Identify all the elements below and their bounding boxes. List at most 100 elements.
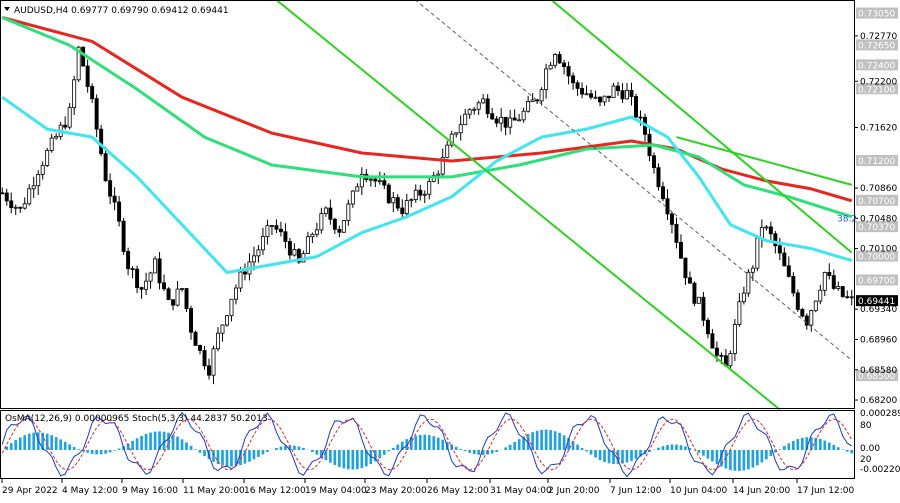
candle-bear — [9, 200, 14, 209]
candle-bull — [553, 54, 558, 66]
candle-bear — [800, 309, 805, 317]
candle-bear — [193, 331, 198, 346]
candle-bear — [130, 268, 135, 271]
time-tick-label: 26 May 12:00 — [427, 486, 489, 496]
level-label: 0.68500 — [858, 372, 895, 382]
time-tick-label: 4 May 12:00 — [62, 486, 118, 496]
candle-bear — [827, 271, 832, 277]
osma-axis-label: 0.00 — [860, 444, 880, 454]
candle-bull — [180, 288, 185, 290]
candle-bull — [409, 199, 414, 202]
candle-bear — [4, 192, 9, 202]
candle-bull — [467, 109, 472, 115]
price-tick-label: 0.69340 — [860, 305, 897, 315]
level-labels: 0.73050 0.72650 0.72400 0.72100 0.71200 0.707… — [856, 7, 898, 382]
moving-average-line — [1, 95, 853, 274]
candle-bull — [813, 300, 818, 312]
candle-bull — [220, 324, 225, 334]
candle-bear — [382, 180, 387, 186]
candle-bull — [54, 135, 59, 139]
time-tick-label: 11 May 20:00 — [183, 486, 245, 496]
level-label-bg — [856, 250, 898, 262]
candle-bear — [687, 277, 692, 284]
time-tick-label: 29 Apr 2022 — [2, 486, 58, 496]
candle-bear — [103, 153, 108, 182]
symbol-dropdown-icon[interactable] — [4, 7, 10, 11]
chart-symbol: AUDUSD,H4 0.69777 0.69790 0.69412 0.6944… — [14, 6, 229, 16]
candle-bull — [341, 220, 346, 233]
candle-bull — [22, 203, 27, 209]
price-tick-label: 0.68960 — [860, 335, 897, 345]
candle-bear — [490, 113, 495, 120]
candle-bull — [593, 96, 598, 99]
candle-bull — [67, 107, 72, 128]
candle-bear — [714, 347, 719, 356]
candle-bull — [750, 267, 755, 273]
time-tick-label: 10 Jun 04:00 — [670, 486, 727, 496]
candle-bear — [638, 116, 643, 119]
candle-bear — [274, 225, 279, 230]
trend-channel-line — [676, 136, 853, 186]
candle-bear — [589, 93, 594, 98]
candle-bull — [526, 101, 531, 112]
main-plot-frame — [0, 0, 855, 409]
candle-bear — [184, 288, 189, 309]
candle-bull — [175, 288, 180, 306]
price-tick-label: 0.72770 — [860, 32, 897, 42]
candle-bear — [418, 189, 423, 196]
candle-bear — [189, 308, 193, 333]
candle-bull — [314, 229, 319, 235]
candle-bull — [27, 188, 32, 205]
candle-bull — [625, 89, 629, 100]
candle-bull — [310, 233, 315, 238]
candle-bull — [413, 189, 418, 200]
osma-axis-label: 20 — [860, 455, 872, 465]
candle-bear — [94, 98, 99, 130]
price-tick-label: 0.70860 — [860, 184, 897, 194]
candle-bear — [786, 265, 791, 277]
level-label-bg — [856, 370, 898, 382]
candle-bear — [669, 213, 674, 225]
candle-bear — [166, 288, 171, 301]
stoch-signal-line — [1, 418, 853, 471]
candle-bull — [728, 353, 733, 367]
candle-bull — [377, 180, 382, 183]
candle-bear — [121, 220, 126, 252]
time-tick-label: 31 May 04:00 — [490, 486, 552, 496]
candle-bull — [449, 133, 454, 146]
candle-bull — [440, 156, 445, 175]
trend-channel-line — [550, 0, 853, 254]
candle-bull — [76, 46, 81, 81]
candle-bear — [674, 223, 679, 243]
candle-bull — [508, 117, 513, 128]
candle-bull — [463, 113, 468, 126]
candle-bull — [72, 79, 77, 109]
candle-bear — [665, 198, 670, 215]
candle-bear — [629, 89, 634, 97]
candle-bear — [535, 99, 540, 102]
candle-bull — [45, 150, 50, 166]
candle-bull — [741, 292, 746, 303]
candle-bull — [404, 200, 409, 215]
candle-bear — [373, 178, 378, 182]
level-label: 0.72400 — [858, 61, 895, 71]
candle-bear — [18, 206, 23, 209]
candle-bull — [40, 165, 45, 175]
candle-bear — [400, 207, 405, 215]
candle-bear — [683, 257, 688, 279]
candle-bear — [278, 228, 283, 233]
candle-bull — [234, 287, 238, 300]
level-label-bg — [856, 83, 898, 95]
candle-bull — [476, 102, 481, 110]
candle-bear — [108, 180, 113, 197]
candle-bear — [198, 345, 202, 351]
candle-bear — [607, 95, 612, 99]
candle-bear — [202, 350, 207, 367]
level-label: 0.73050 — [858, 10, 895, 20]
candle-bull — [265, 225, 270, 237]
candle-bull — [458, 124, 463, 134]
level-label: 0.70700 — [858, 197, 895, 207]
current-price-label: 0.69441 — [858, 297, 895, 307]
